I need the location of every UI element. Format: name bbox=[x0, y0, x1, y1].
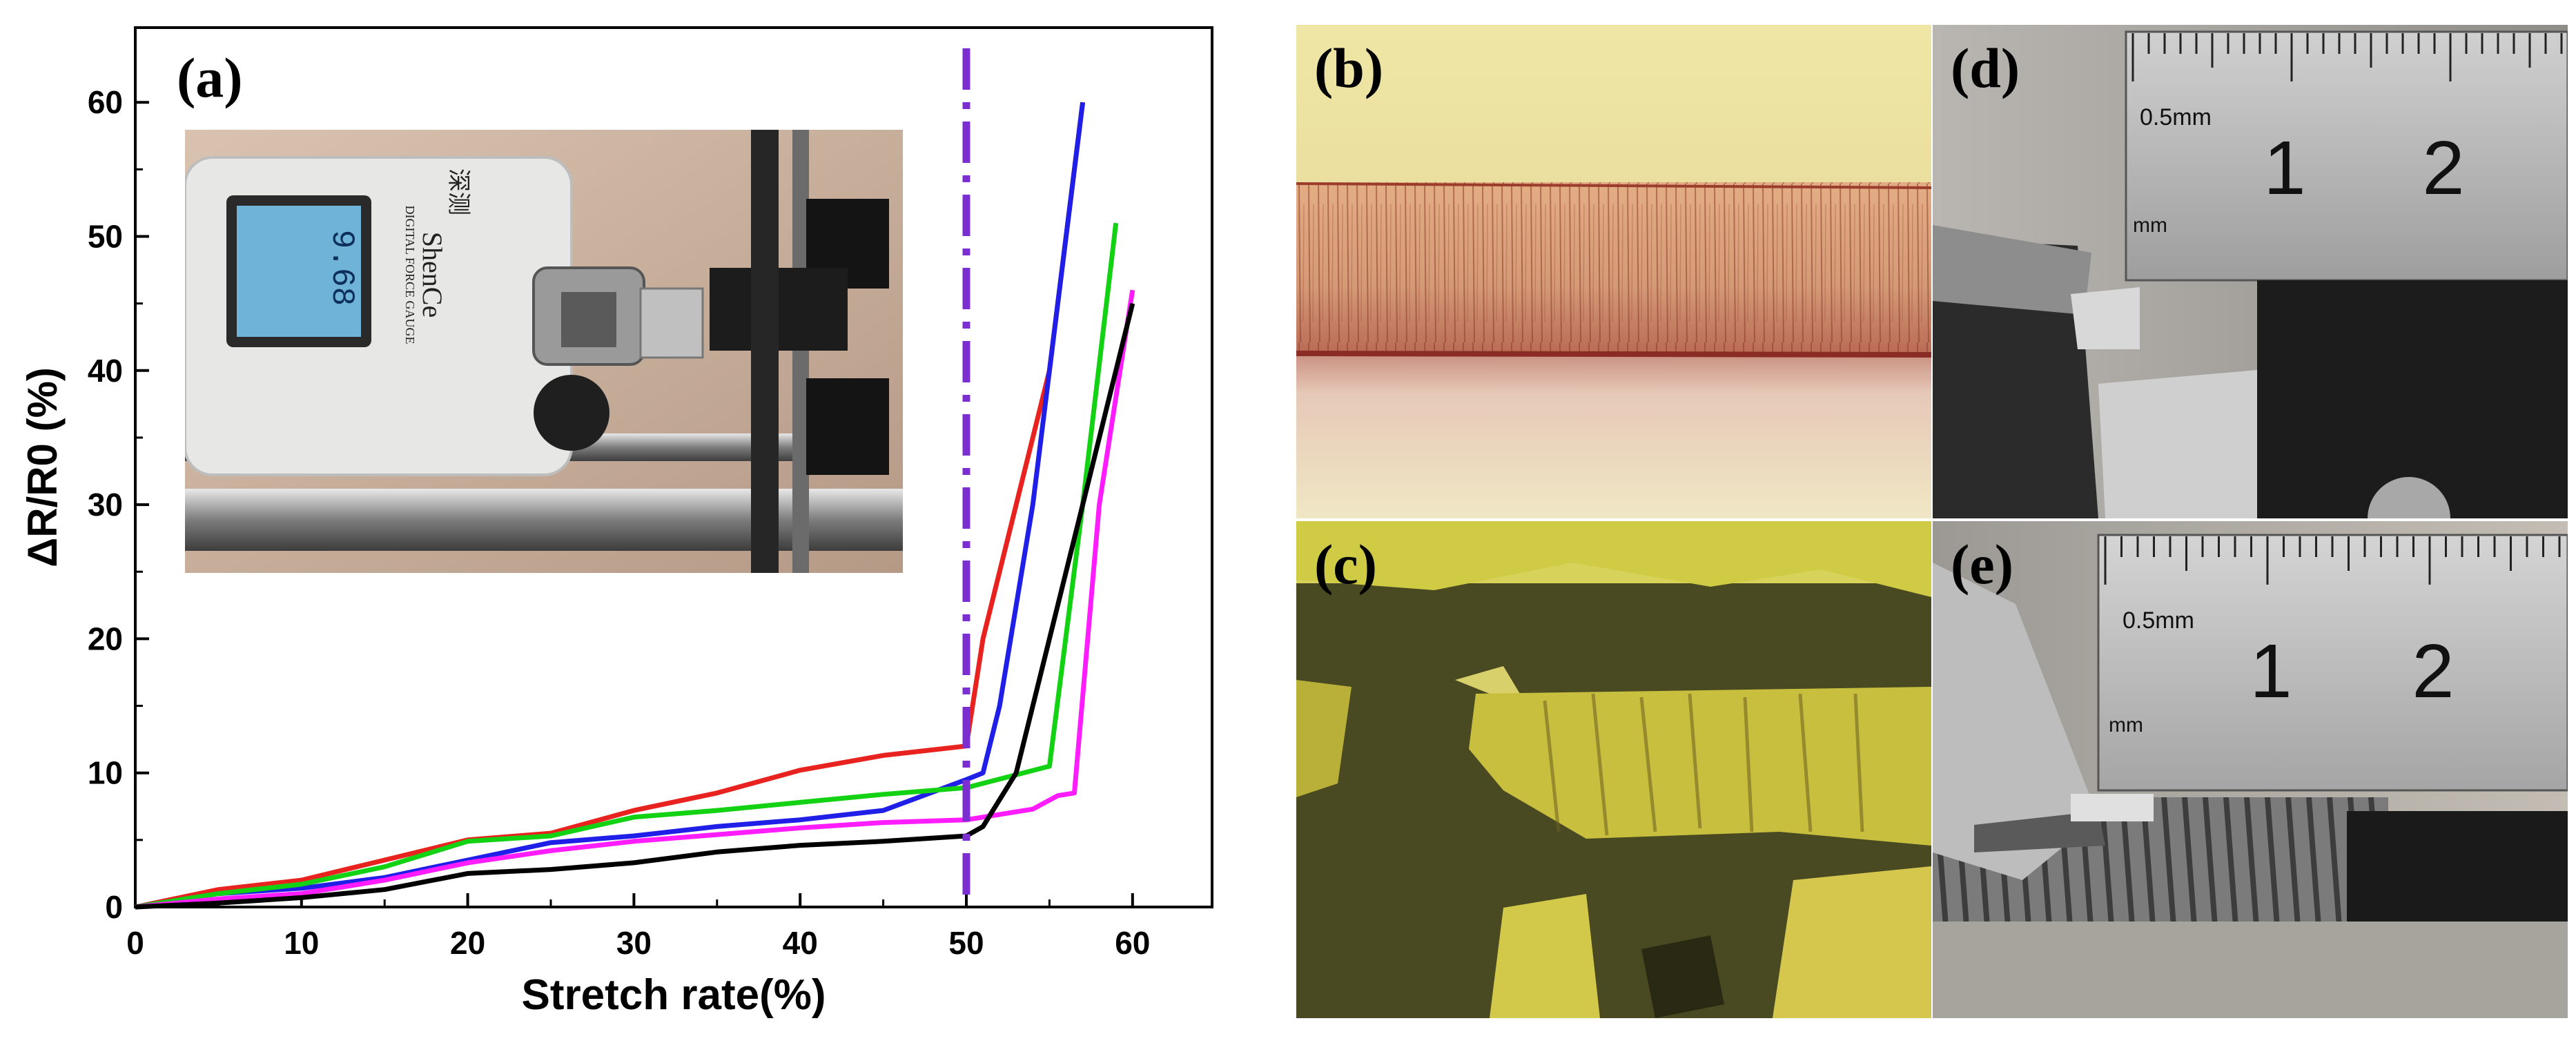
panel-label-c: (c) bbox=[1314, 533, 1378, 596]
x-tick-label: 60 bbox=[1115, 925, 1150, 961]
y-tick-label: 10 bbox=[88, 755, 123, 791]
y-tick-label: 0 bbox=[105, 889, 123, 925]
ruler-e-number-1: 1 bbox=[2250, 629, 2292, 714]
force-gauge-photo: 9.68 ShenCe 深测 DIGITAL FORCE GAUGE bbox=[185, 130, 903, 573]
ruler-d-number-2: 2 bbox=[2422, 126, 2464, 211]
gauge-subtitle: DIGITAL FORCE GAUGE bbox=[403, 206, 417, 344]
ruler-d-unit: 0.5mm bbox=[2140, 104, 2212, 130]
series-lines bbox=[135, 101, 1135, 910]
ruler-e-unit: 0.5mm bbox=[2123, 607, 2194, 634]
series-line-1 bbox=[135, 101, 1086, 910]
x-axis: 0 10 20 30 40 50 60 bbox=[126, 893, 1150, 961]
plot-frame bbox=[134, 26, 1213, 908]
x-tick-label: 30 bbox=[616, 925, 652, 961]
y-tick-label: 20 bbox=[88, 621, 123, 656]
x-tick-label: 0 bbox=[126, 925, 144, 961]
y-axis-label: ΔR/R0 (%) bbox=[19, 367, 66, 567]
series-line-2 bbox=[135, 101, 1086, 910]
panel-label-a: (a) bbox=[177, 46, 243, 109]
panel-e-photo: 0.5mm mm 1 2 (e) bbox=[1933, 521, 2568, 1018]
y-tick-label: 60 bbox=[88, 84, 123, 120]
ruler-e-mm: mm bbox=[2109, 714, 2143, 737]
panel-label-e: (e) bbox=[1951, 533, 2014, 596]
series-line-4 bbox=[135, 289, 1135, 910]
panel-label-d: (d) bbox=[1951, 37, 2020, 99]
gauge-brand-chinese: 深测 bbox=[445, 168, 472, 215]
x-axis-label: Stretch rate(%) bbox=[522, 971, 826, 1019]
series-line-5 bbox=[135, 302, 1135, 910]
x-tick-label: 10 bbox=[284, 925, 319, 961]
ruler-d-mm: mm bbox=[2133, 214, 2167, 237]
y-tick-label: 30 bbox=[88, 487, 123, 523]
x-tick-label: 20 bbox=[450, 925, 485, 961]
y-tick-label: 50 bbox=[88, 219, 123, 255]
y-tick-label: 40 bbox=[88, 353, 123, 389]
x-tick-label: 40 bbox=[783, 925, 818, 961]
chart-a: 0 10 20 30 40 50 60 0 10 20 30 40 50 60 (a) Stretch … bbox=[19, 26, 1213, 1019]
ruler-d-number-1: 1 bbox=[2263, 126, 2305, 211]
panel-d-photo: 0.5mm mm 1 2 (d) bbox=[1933, 25, 2568, 518]
y-axis: 0 10 20 30 40 50 60 bbox=[88, 84, 149, 925]
series-line-3 bbox=[135, 222, 1119, 910]
gauge-reading: 9.68 bbox=[324, 230, 360, 306]
panel-b-photo: (b) bbox=[1296, 25, 1931, 518]
x-tick-label: 50 bbox=[948, 925, 984, 961]
panel-c-photo: (c) bbox=[1296, 521, 1931, 1018]
ruler-e-number-2: 2 bbox=[2412, 629, 2454, 714]
panel-label-b: (b) bbox=[1314, 37, 1384, 99]
gauge-brand: ShenCe bbox=[417, 232, 448, 318]
